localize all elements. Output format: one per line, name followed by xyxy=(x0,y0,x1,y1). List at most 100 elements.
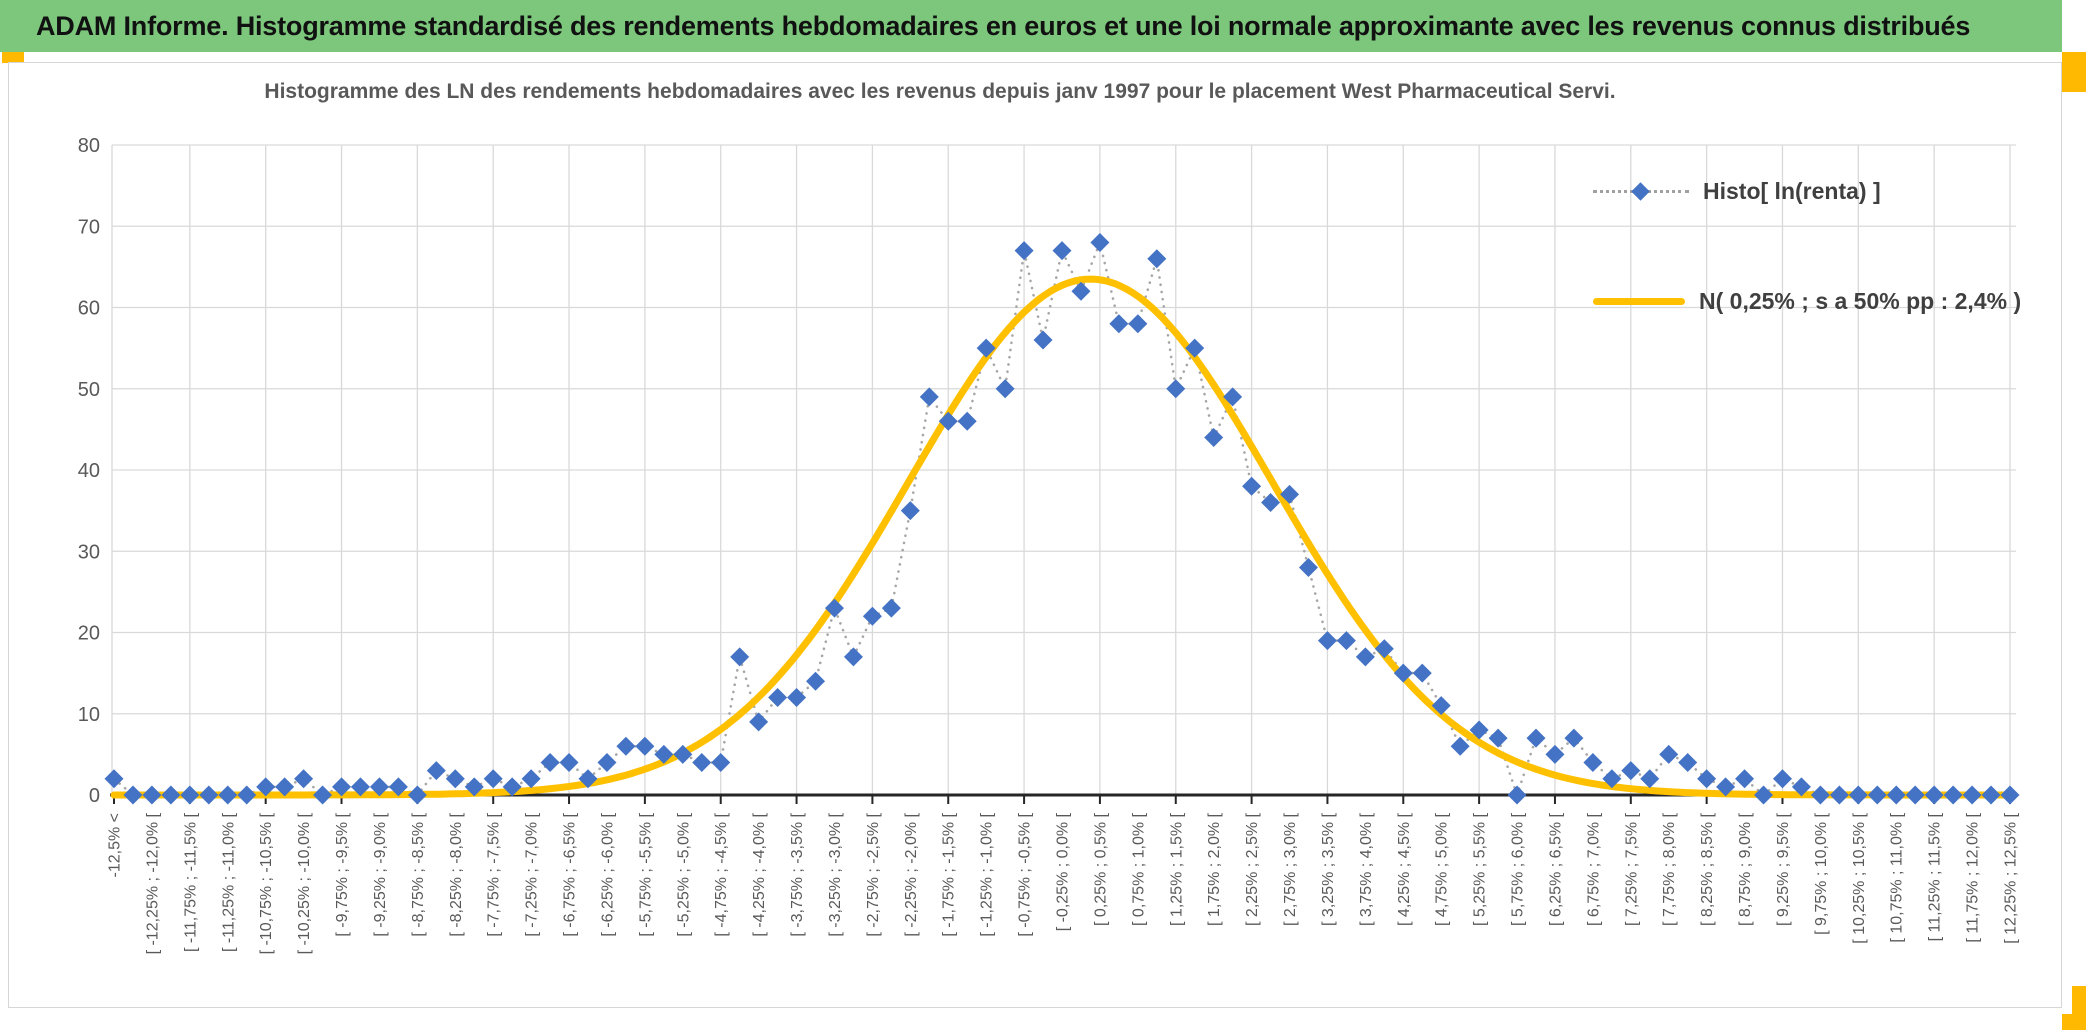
data-point-diamond-icon xyxy=(237,785,257,805)
data-point-diamond-icon xyxy=(369,777,389,797)
svg-text:30: 30 xyxy=(78,541,100,563)
data-point-diamond-icon xyxy=(1754,785,1774,805)
svg-text:[ -4,75% ; -4,5% [: [ -4,75% ; -4,5% [ xyxy=(713,812,730,936)
data-point-diamond-icon xyxy=(1659,744,1679,764)
svg-text:[ 10,25% ; 10,5% [: [ 10,25% ; 10,5% [ xyxy=(1851,812,1868,943)
data-point-diamond-icon xyxy=(1526,728,1546,748)
data-point-diamond-icon xyxy=(730,647,750,667)
data-point-diamond-icon xyxy=(692,753,712,772)
data-point-diamond-icon xyxy=(787,688,807,707)
svg-text:50: 50 xyxy=(78,379,100,401)
svg-text:60: 60 xyxy=(78,298,100,320)
legend-item-histogram[interactable]: Histo[ ln(renta) ] xyxy=(1593,178,1881,205)
data-point-diamond-icon xyxy=(1678,753,1698,772)
data-point-diamond-icon xyxy=(1791,777,1811,797)
svg-text:80: 80 xyxy=(78,135,100,157)
data-point-diamond-icon xyxy=(1393,663,1413,683)
data-point-diamond-icon xyxy=(1602,769,1622,789)
svg-text:[ 7,75% ; 8,0% [: [ 7,75% ; 8,0% [ xyxy=(1661,812,1678,926)
data-point-diamond-icon xyxy=(1071,281,1091,301)
legend-histogram-label: Histo[ ln(renta) ] xyxy=(1703,178,1881,204)
svg-text:[ -1,25% ; -1,0% [: [ -1,25% ; -1,0% [ xyxy=(979,812,996,936)
accent-corner-bottom-right-horizontal xyxy=(2062,1014,2086,1030)
data-point-diamond-icon xyxy=(1545,744,1565,764)
svg-text:20: 20 xyxy=(78,623,100,645)
svg-text:[ -12,25% ; -12,0% [: [ -12,25% ; -12,0% [ xyxy=(144,812,161,954)
data-point-diamond-icon xyxy=(350,777,370,797)
svg-text:[ 5,75% ; 6,0% [: [ 5,75% ; 6,0% [ xyxy=(1510,812,1527,926)
histogram-points[interactable] xyxy=(104,233,2020,805)
svg-text:[ 11,25% ; 11,5% [: [ 11,25% ; 11,5% [ xyxy=(1927,812,1944,941)
data-point-diamond-icon xyxy=(161,785,181,805)
data-point-diamond-icon xyxy=(1905,785,1925,805)
data-point-diamond-icon xyxy=(673,744,693,764)
svg-text:[ 1,75% ; 2,0% [: [ 1,75% ; 2,0% [ xyxy=(1206,812,1223,926)
data-point-diamond-icon xyxy=(1033,330,1053,350)
data-point-diamond-icon xyxy=(1298,558,1318,577)
svg-text:[ -3,75% ; -3,5% [: [ -3,75% ; -3,5% [ xyxy=(789,812,806,936)
banner-title: ADAM Informe. Histogramme standardisé de… xyxy=(36,10,1971,41)
svg-text:[ -10,75% ; -10,5% [: [ -10,75% ; -10,5% [ xyxy=(258,812,275,954)
histogram-connector-line xyxy=(112,238,2012,800)
data-point-diamond-icon xyxy=(142,785,162,805)
svg-text:[ 0,25% ; 0,5% [: [ 0,25% ; 0,5% [ xyxy=(1092,812,1109,926)
svg-text:10: 10 xyxy=(78,704,100,726)
data-point-diamond-icon xyxy=(1640,769,1660,789)
data-point-diamond-icon xyxy=(294,769,314,789)
legend-item-normal-curve[interactable]: N( 0,25% ; s a 50% pp : 2,4% ) xyxy=(1593,288,2021,315)
svg-text:[ 8,25% ; 8,5% [: [ 8,25% ; 8,5% [ xyxy=(1699,812,1716,926)
data-point-diamond-icon xyxy=(1981,785,2001,805)
svg-text:[ 6,25% ; 6,5% [: [ 6,25% ; 6,5% [ xyxy=(1548,812,1565,926)
data-point-diamond-icon xyxy=(104,769,124,789)
data-point-diamond-icon xyxy=(1166,379,1186,399)
svg-text:[ -0,75% ; -0,5% [: [ -0,75% ; -0,5% [ xyxy=(1017,812,1034,936)
normal-curve-legend-line-icon xyxy=(1593,298,1685,305)
svg-text:[ 10,75% ; 11,0% [: [ 10,75% ; 11,0% [ xyxy=(1889,812,1906,942)
svg-text:[ 3,25% ; 3,5% [: [ 3,25% ; 3,5% [ xyxy=(1320,812,1337,926)
data-point-diamond-icon xyxy=(1223,387,1243,407)
data-point-diamond-icon xyxy=(578,769,598,789)
svg-text:[ 9,75% ; 10,0% [: [ 9,75% ; 10,0% [ xyxy=(1813,812,1830,934)
data-point-diamond-icon xyxy=(919,387,939,407)
data-point-diamond-icon xyxy=(218,785,238,805)
data-point-diamond-icon xyxy=(1962,785,1982,805)
svg-text:[ -1,75% ; -1,5% [: [ -1,75% ; -1,5% [ xyxy=(941,812,958,936)
banner: ADAM Informe. Histogramme standardisé de… xyxy=(0,0,2062,52)
svg-text:[ -4,25% ; -4,0% [: [ -4,25% ; -4,0% [ xyxy=(751,812,768,936)
data-point-diamond-icon xyxy=(1280,484,1300,504)
data-point-diamond-icon xyxy=(1735,769,1755,789)
data-point-diamond-icon xyxy=(1943,785,1963,805)
data-point-diamond-icon xyxy=(806,671,826,691)
svg-text:[ -6,75% ; -6,5% [: [ -6,75% ; -6,5% [ xyxy=(562,812,579,936)
data-point-diamond-icon xyxy=(502,777,522,797)
data-point-diamond-icon xyxy=(654,744,674,764)
data-point-diamond-icon xyxy=(1261,493,1281,512)
svg-text:[ 8,75% ; 9,0% [: [ 8,75% ; 9,0% [ xyxy=(1737,812,1754,926)
data-point-diamond-icon xyxy=(1014,241,1034,261)
data-point-diamond-icon xyxy=(1412,663,1432,683)
data-point-diamond-icon xyxy=(388,777,408,797)
accent-square-top-left xyxy=(2,52,24,63)
data-point-diamond-icon xyxy=(1810,785,1830,805)
svg-text:[ -8,25% ; -8,0% [: [ -8,25% ; -8,0% [ xyxy=(448,812,465,936)
data-point-diamond-icon xyxy=(881,598,901,618)
diamond-marker-icon xyxy=(1631,182,1650,201)
svg-text:[ -5,25% ; -5,0% [: [ -5,25% ; -5,0% [ xyxy=(675,812,692,936)
data-point-diamond-icon xyxy=(1185,338,1205,358)
normal-curve-line[interactable] xyxy=(110,275,2014,799)
data-point-diamond-icon xyxy=(483,769,503,789)
chart-frame[interactable] xyxy=(8,62,2062,1008)
data-point-diamond-icon xyxy=(1052,241,1072,261)
data-point-diamond-icon xyxy=(597,753,617,772)
data-point-diamond-icon xyxy=(313,785,333,805)
svg-text:[ 2,75% ; 3,0% [: [ 2,75% ; 3,0% [ xyxy=(1282,812,1299,926)
data-point-diamond-icon xyxy=(1716,777,1736,797)
svg-text:[ 1,25% ; 1,5% [: [ 1,25% ; 1,5% [ xyxy=(1168,812,1185,926)
legend-normal-label: N( 0,25% ; s a 50% pp : 2,4% ) xyxy=(1699,288,2022,314)
svg-text:[ -2,25% ; -2,0% [: [ -2,25% ; -2,0% [ xyxy=(903,812,920,936)
data-point-diamond-icon xyxy=(768,688,788,707)
svg-text:[ -3,25% ; -3,0% [: [ -3,25% ; -3,0% [ xyxy=(827,812,844,936)
data-point-diamond-icon xyxy=(1697,769,1717,789)
